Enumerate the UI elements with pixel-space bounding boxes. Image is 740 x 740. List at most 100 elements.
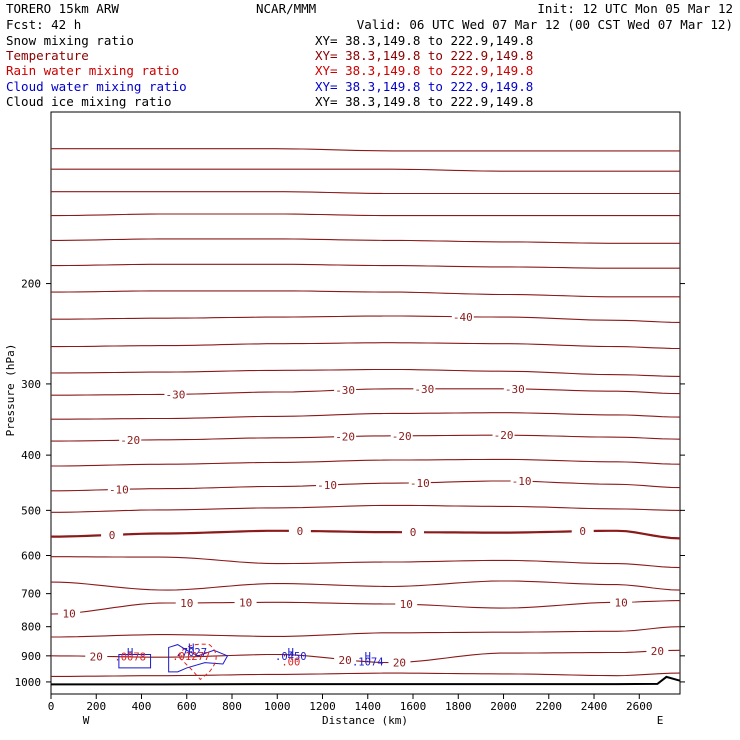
- plot-frame: [50, 111, 681, 695]
- y-tick-label: 300: [21, 378, 41, 391]
- y-tick-label: 600: [21, 549, 41, 562]
- center-title: NCAR/MMM: [256, 1, 316, 16]
- east-label: E: [657, 714, 664, 727]
- temperature-contour-label: -10: [109, 483, 129, 496]
- y-tick-label: 500: [21, 504, 41, 517]
- temperature-contour: [51, 263, 680, 269]
- x-tick-label: 1200: [309, 700, 336, 713]
- cloud-water-contour: [118, 653, 152, 669]
- legend-label-cloud-ice: Cloud ice mixing ratio: [6, 94, 172, 109]
- temperature-contour-label: 10: [180, 597, 193, 610]
- x-tick-label: 1800: [445, 700, 472, 713]
- temperature-contour-label: -30: [505, 383, 525, 396]
- contour-label-bg: [288, 524, 311, 537]
- temperature-contour: [51, 342, 681, 350]
- x-tick-label: 0: [48, 700, 55, 713]
- x-tick-label: 200: [86, 700, 106, 713]
- contour-label-bg: [571, 525, 594, 538]
- temperature-contour-label: -10: [512, 475, 532, 488]
- temperature-contour: [51, 458, 681, 467]
- valid-time: Valid: 06 UTC Wed 07 Mar 12 (00 CST Wed …: [357, 17, 733, 32]
- legend-xy-snow: XY= 38.3,149.8 to 222.9,149.8: [315, 33, 533, 48]
- extremum-label: .1074: [352, 656, 384, 668]
- extremum-label: .01277: [172, 651, 210, 663]
- contour-label-bg: [164, 388, 187, 401]
- contour-label-bg: [85, 650, 108, 663]
- temperature-contour-label: -30: [335, 384, 355, 397]
- extremum-label: .00: [281, 656, 300, 668]
- contour-label-bg: [316, 479, 339, 492]
- temperature-contour-label: 0: [410, 526, 417, 539]
- x-tick-label: 400: [132, 700, 152, 713]
- temperature-contour: [50, 368, 681, 377]
- temperature-contour: [51, 191, 680, 195]
- temperature-contour: [50, 580, 681, 591]
- legend-xy-rain: XY= 38.3,149.8 to 222.9,149.8: [315, 63, 533, 78]
- temperature-contour-label: 10: [400, 598, 413, 611]
- contour-label-bg: [234, 596, 257, 609]
- extremum-label: H: [188, 643, 194, 655]
- contour-label-bg: [58, 607, 81, 620]
- temperature-contour: [50, 600, 681, 615]
- contour-label-bg: [334, 430, 357, 443]
- temperature-contour: [51, 388, 681, 396]
- temperature-contour-label: 20: [90, 650, 103, 663]
- temperature-contour-label: 20: [651, 645, 664, 658]
- x-axis-label: Distance (km): [322, 714, 408, 727]
- temperature-contour-label: -20: [120, 434, 140, 447]
- west-label: W: [83, 714, 90, 727]
- extremum-label: .0450: [275, 651, 307, 663]
- x-tick-label: 2400: [581, 700, 608, 713]
- temperature-contour: [51, 315, 681, 323]
- contour-label-bg: [492, 429, 515, 442]
- legend: Snow mixing ratio XY= 38.3,149.8 to 222.…: [6, 33, 533, 109]
- temperature-contour: [51, 168, 680, 172]
- extremum-label: .7027: [175, 647, 207, 659]
- y-tick-label: 700: [21, 588, 41, 601]
- legend-xy-cloud-water: XY= 38.3,149.8 to 222.9,149.8: [315, 79, 533, 94]
- contour-label-bg: [413, 382, 436, 395]
- legend-xy-cloud-ice: XY= 38.3,149.8 to 222.9,149.8: [315, 94, 533, 109]
- temperature-contour-label: -40: [453, 311, 473, 324]
- forecast-hour: Fcst: 42 h: [6, 17, 81, 32]
- legend-xy-temperature: XY= 38.3,149.8 to 222.9,149.8: [315, 48, 533, 63]
- legend-label-snow: Snow mixing ratio: [6, 33, 134, 48]
- temperature-contour-label: 20: [339, 654, 352, 667]
- x-tick-label: 1400: [355, 700, 382, 713]
- temperature-contour-label: 20: [393, 656, 406, 669]
- x-tick-label: 800: [222, 700, 242, 713]
- y-tick-label: 1000: [15, 676, 42, 689]
- temperature-contour-label: -20: [494, 429, 514, 442]
- x-tick-label: 1600: [400, 700, 427, 713]
- contour-label-bg: [646, 644, 669, 657]
- extremum-label: H: [127, 647, 133, 659]
- init-time: Init: 12 UTC Mon 05 Mar 12: [537, 1, 733, 16]
- contour-label-bg: [101, 528, 124, 541]
- x-tick-label: 1000: [264, 700, 291, 713]
- temperature-contour-label: 10: [615, 596, 628, 609]
- temperature-contour: [51, 238, 680, 244]
- temperature-contour: [51, 213, 680, 217]
- temperature-contour: [51, 480, 681, 492]
- legend-label-cloud-water: Cloud water mixing ratio: [6, 79, 187, 94]
- contour-label-bg: [395, 598, 418, 611]
- temperature-contour: [51, 504, 681, 513]
- cloud-water-contour: [168, 644, 229, 673]
- y-tick-label: 900: [21, 650, 41, 663]
- rain-water-contour: [177, 643, 217, 681]
- extremum-label: .0078: [114, 652, 146, 664]
- x-tick-label: 600: [177, 700, 197, 713]
- temperature-contour: [51, 290, 680, 298]
- temperature-contour-label: -30: [414, 383, 434, 396]
- x-tick-label: 2600: [626, 700, 653, 713]
- temperature-contour: [51, 556, 681, 569]
- x-tick-label: 2000: [490, 700, 517, 713]
- temperature-contour: [51, 434, 681, 442]
- y-tick-label: 400: [21, 449, 41, 462]
- extremum-label: H: [288, 647, 294, 659]
- temperature-contour-label: -30: [166, 388, 186, 401]
- y-tick-label: 800: [21, 621, 41, 634]
- model-title: TORERO 15km ARW: [6, 1, 119, 16]
- contour-label-bg: [390, 429, 413, 442]
